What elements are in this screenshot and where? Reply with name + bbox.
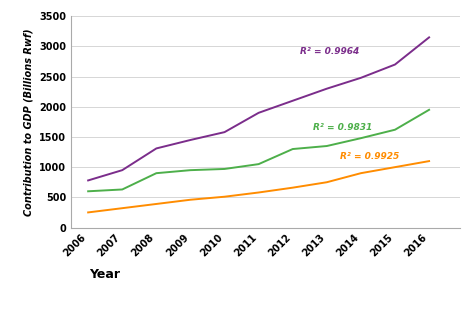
Text: R² = 0.9925: R² = 0.9925 [340, 152, 400, 161]
Text: R² = 0.9831: R² = 0.9831 [313, 123, 373, 132]
Text: Year: Year [89, 268, 120, 281]
Y-axis label: Contribution to GDP (Billions Rwf): Contribution to GDP (Billions Rwf) [24, 28, 34, 216]
Text: R² = 0.9964: R² = 0.9964 [300, 47, 359, 56]
